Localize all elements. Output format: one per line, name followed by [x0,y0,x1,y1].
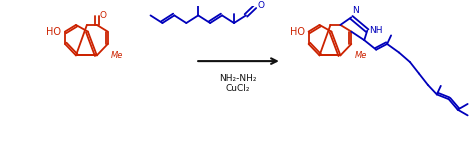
Text: Me: Me [354,51,367,60]
Text: Me: Me [111,51,123,60]
Text: O: O [100,11,107,20]
Text: NH: NH [369,26,383,35]
Text: CuCl₂: CuCl₂ [226,84,250,93]
Text: NH₂-NH₂: NH₂-NH₂ [219,74,257,83]
Text: N: N [352,6,359,15]
Text: O: O [258,1,265,10]
Text: HO: HO [290,27,305,37]
Text: HO: HO [46,27,61,37]
